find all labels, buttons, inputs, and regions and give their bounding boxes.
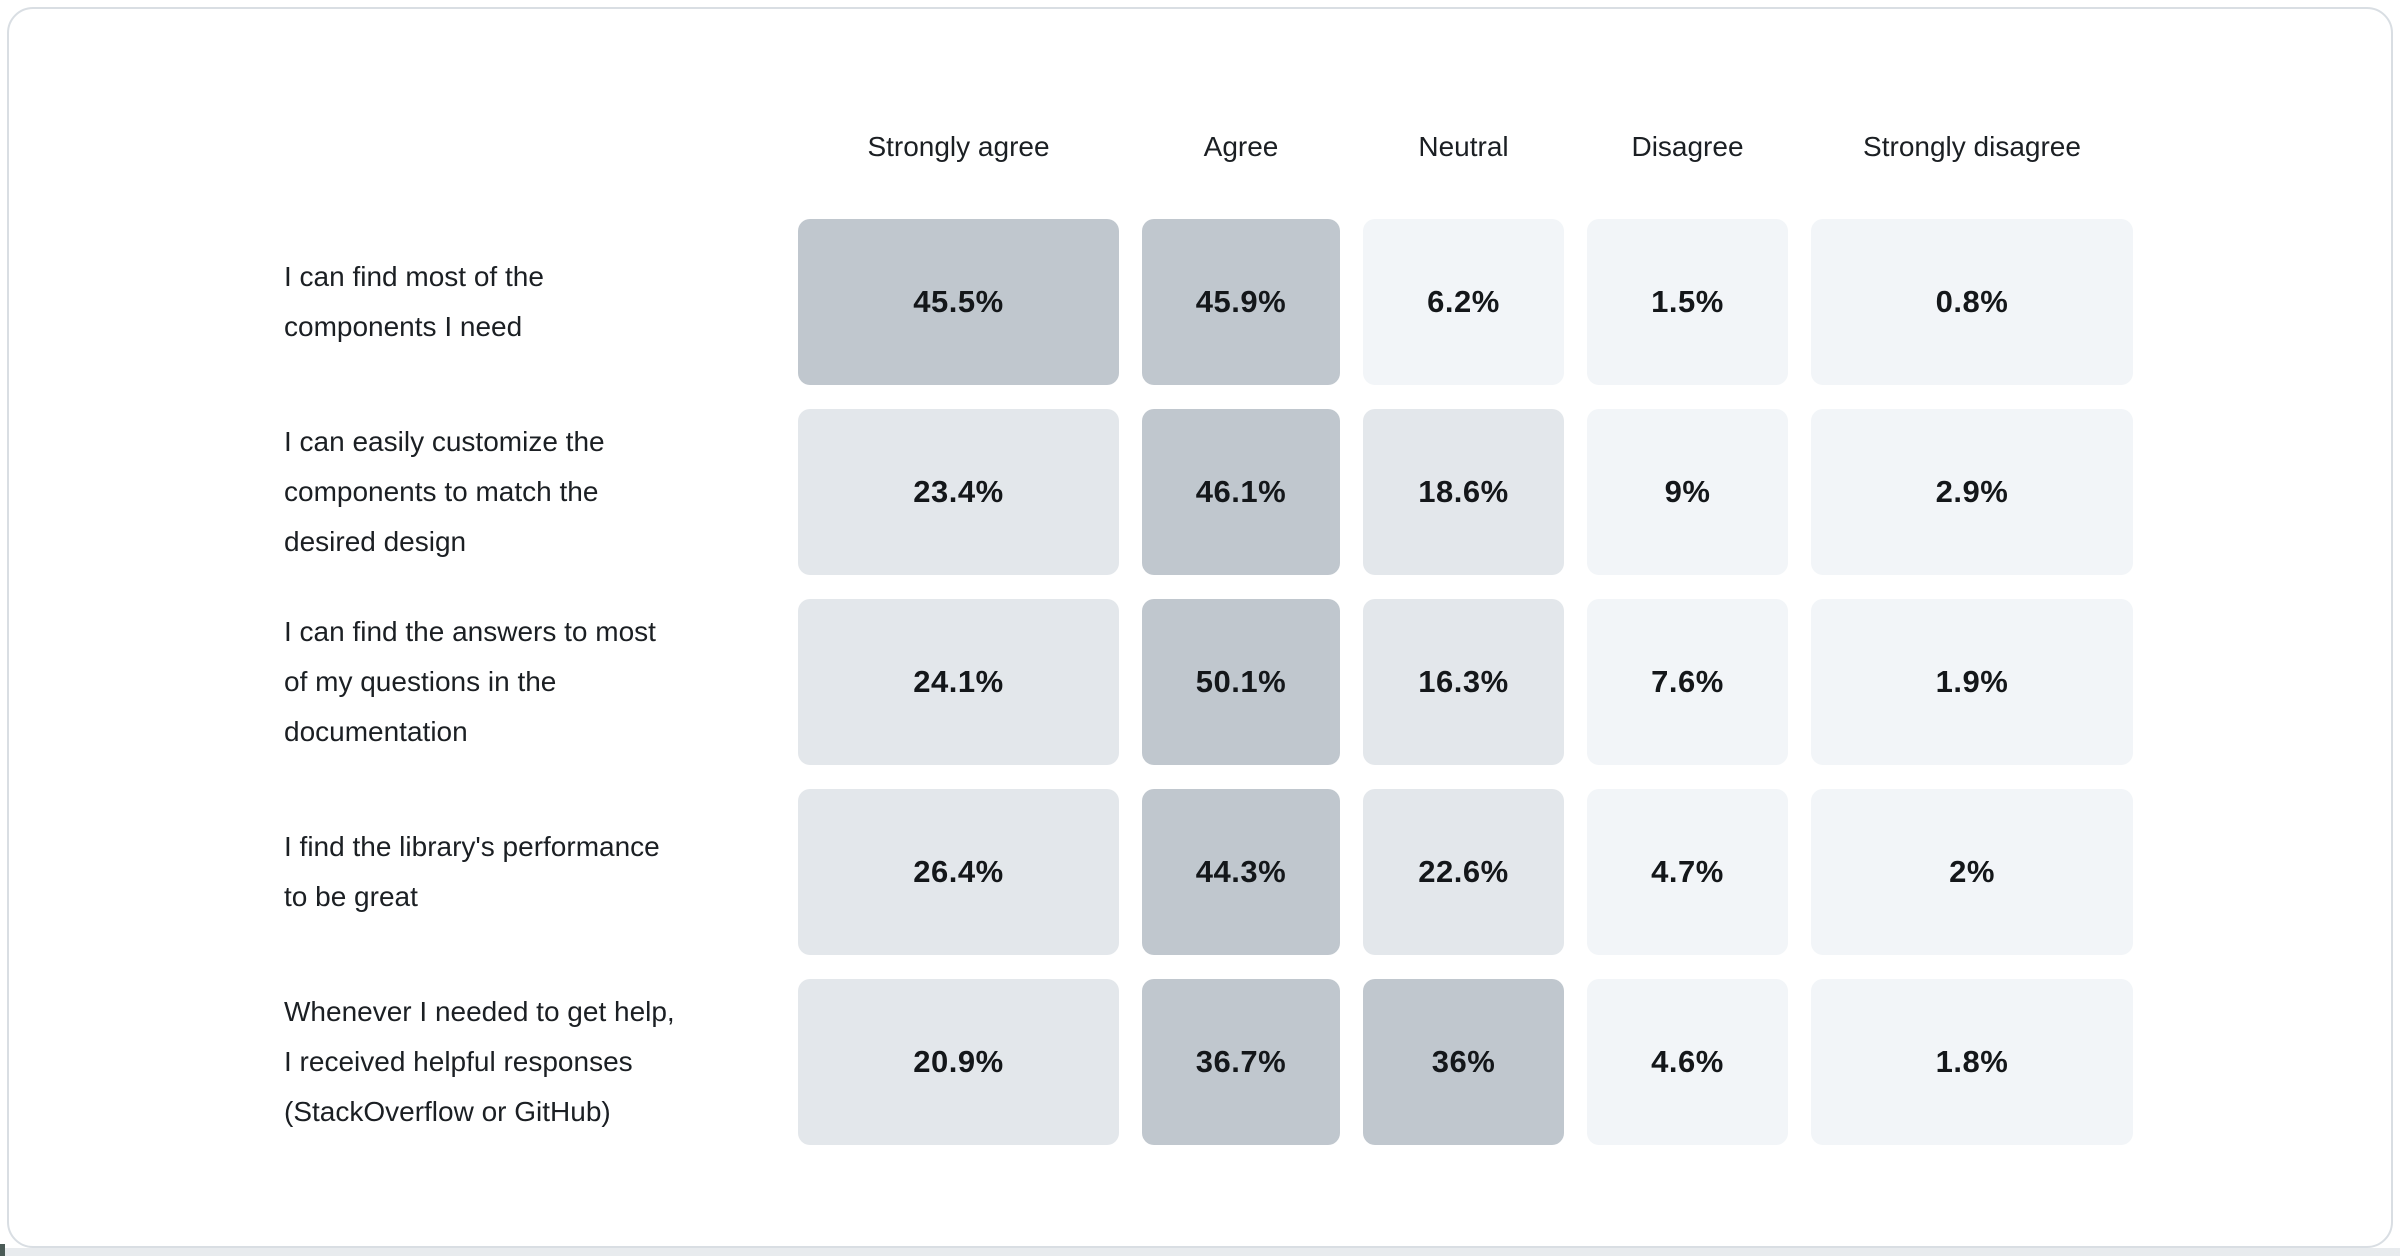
heatmap-grid: Strongly agree Agree Neutral Disagree Strong… xyxy=(284,121,2133,1145)
cell-value: 20.9% xyxy=(913,1044,1004,1079)
heatmap-cell: 4.7% xyxy=(1587,789,1788,955)
cell-value: 16.3% xyxy=(1418,664,1509,699)
row-label: I can easily customize the components to… xyxy=(284,426,605,557)
cell-value: 2% xyxy=(1949,854,1995,889)
heatmap-cell: 16.3% xyxy=(1363,599,1564,765)
cell-value: 44.3% xyxy=(1195,854,1287,889)
heatmap-cell: 4.6% xyxy=(1587,979,1788,1145)
heatmap-cell: 23.4% xyxy=(798,409,1119,575)
cell-value: 2.9% xyxy=(1935,474,2009,509)
heatmap-cell: 1.5% xyxy=(1587,219,1788,385)
heatmap-cell: 6.2% xyxy=(1363,219,1564,385)
heatmap-cell: 45.5% xyxy=(798,219,1119,385)
cell-value: 23.4% xyxy=(913,474,1004,509)
row-label: I can find most of the components I need xyxy=(284,261,544,342)
cell-value: 9% xyxy=(1664,474,1711,509)
heatmap-cell: 26.4% xyxy=(798,789,1119,955)
cell-value: 36% xyxy=(1431,1044,1496,1079)
heatmap-cell: 45.9% xyxy=(1142,219,1340,385)
cell-value: 26.4% xyxy=(913,854,1004,889)
cell-value: 45.5% xyxy=(913,284,1004,319)
heatmap-cell: 1.9% xyxy=(1811,599,2133,765)
row-label: Whenever I needed to get help, I receive… xyxy=(284,996,675,1127)
heatmap-cell: 9% xyxy=(1587,409,1788,575)
heatmap-cell: 0.8% xyxy=(1811,219,2133,385)
row-label: I can find the answers to most of my que… xyxy=(284,616,656,747)
cell-value: 4.7% xyxy=(1651,854,1724,889)
cell-value: 1.5% xyxy=(1651,284,1724,319)
heatmap-cell: 7.6% xyxy=(1587,599,1788,765)
cell-value: 6.2% xyxy=(1427,284,1500,319)
cell-value: 45.9% xyxy=(1195,284,1287,319)
heatmap-cell: 24.1% xyxy=(798,599,1119,765)
heatmap-cell: 22.6% xyxy=(1363,789,1564,955)
cell-value: 36.7% xyxy=(1195,1044,1287,1079)
heatmap-cell: 20.9% xyxy=(798,979,1119,1145)
cell-value: 22.6% xyxy=(1418,854,1509,889)
heatmap-cell: 46.1% xyxy=(1142,409,1340,575)
row-label: I find the library's performance to be g… xyxy=(284,831,660,912)
cell-value: 7.6% xyxy=(1651,664,1724,699)
cell-value: 1.9% xyxy=(1935,664,2009,699)
survey-heatmap-card: Strongly agree Agree Neutral Disagree Strong… xyxy=(7,7,2393,1248)
corner-spacer xyxy=(284,121,775,195)
heatmap-cell: 36.7% xyxy=(1142,979,1340,1145)
heatmap-cell: 18.6% xyxy=(1363,409,1564,575)
heatmap-cell: 2.9% xyxy=(1811,409,2133,575)
column-header: Disagree xyxy=(1631,131,1744,162)
heatmap-cell: 36% xyxy=(1363,979,1564,1145)
bottom-left-accent xyxy=(0,1244,5,1256)
cell-value: 1.8% xyxy=(1935,1044,2009,1079)
heatmap-cell: 44.3% xyxy=(1142,789,1340,955)
cell-value: 24.1% xyxy=(913,664,1004,699)
cell-value: 50.1% xyxy=(1195,664,1287,699)
column-header: Strongly agree xyxy=(867,131,1050,162)
cell-value: 18.6% xyxy=(1418,474,1509,509)
cell-value: 46.1% xyxy=(1195,474,1287,509)
page-background-strip xyxy=(0,1248,2400,1256)
heatmap-cell: 50.1% xyxy=(1142,599,1340,765)
column-header: Strongly disagree xyxy=(1863,131,2081,162)
cell-value: 4.6% xyxy=(1651,1044,1724,1079)
heatmap-cell: 2% xyxy=(1811,789,2133,955)
heatmap-cell: 1.8% xyxy=(1811,979,2133,1145)
cell-value: 0.8% xyxy=(1935,284,2009,319)
column-header: Agree xyxy=(1203,131,1279,162)
column-header: Neutral xyxy=(1418,131,1509,162)
